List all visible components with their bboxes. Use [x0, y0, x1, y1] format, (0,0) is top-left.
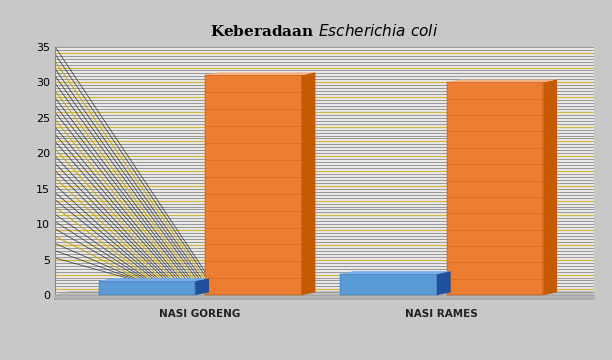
Title: Keberadaan $\mathit{Escherichia\ coli}$: Keberadaan $\mathit{Escherichia\ coli}$ — [211, 23, 438, 39]
Polygon shape — [55, 292, 608, 295]
Polygon shape — [99, 278, 209, 281]
Polygon shape — [205, 72, 315, 75]
Bar — [447, 82, 543, 295]
Polygon shape — [302, 72, 315, 295]
Polygon shape — [437, 271, 450, 295]
Bar — [340, 274, 437, 295]
Bar — [99, 281, 195, 295]
Bar — [205, 75, 302, 295]
Polygon shape — [195, 278, 209, 295]
Polygon shape — [447, 80, 557, 82]
Polygon shape — [543, 80, 557, 295]
Polygon shape — [340, 271, 450, 274]
